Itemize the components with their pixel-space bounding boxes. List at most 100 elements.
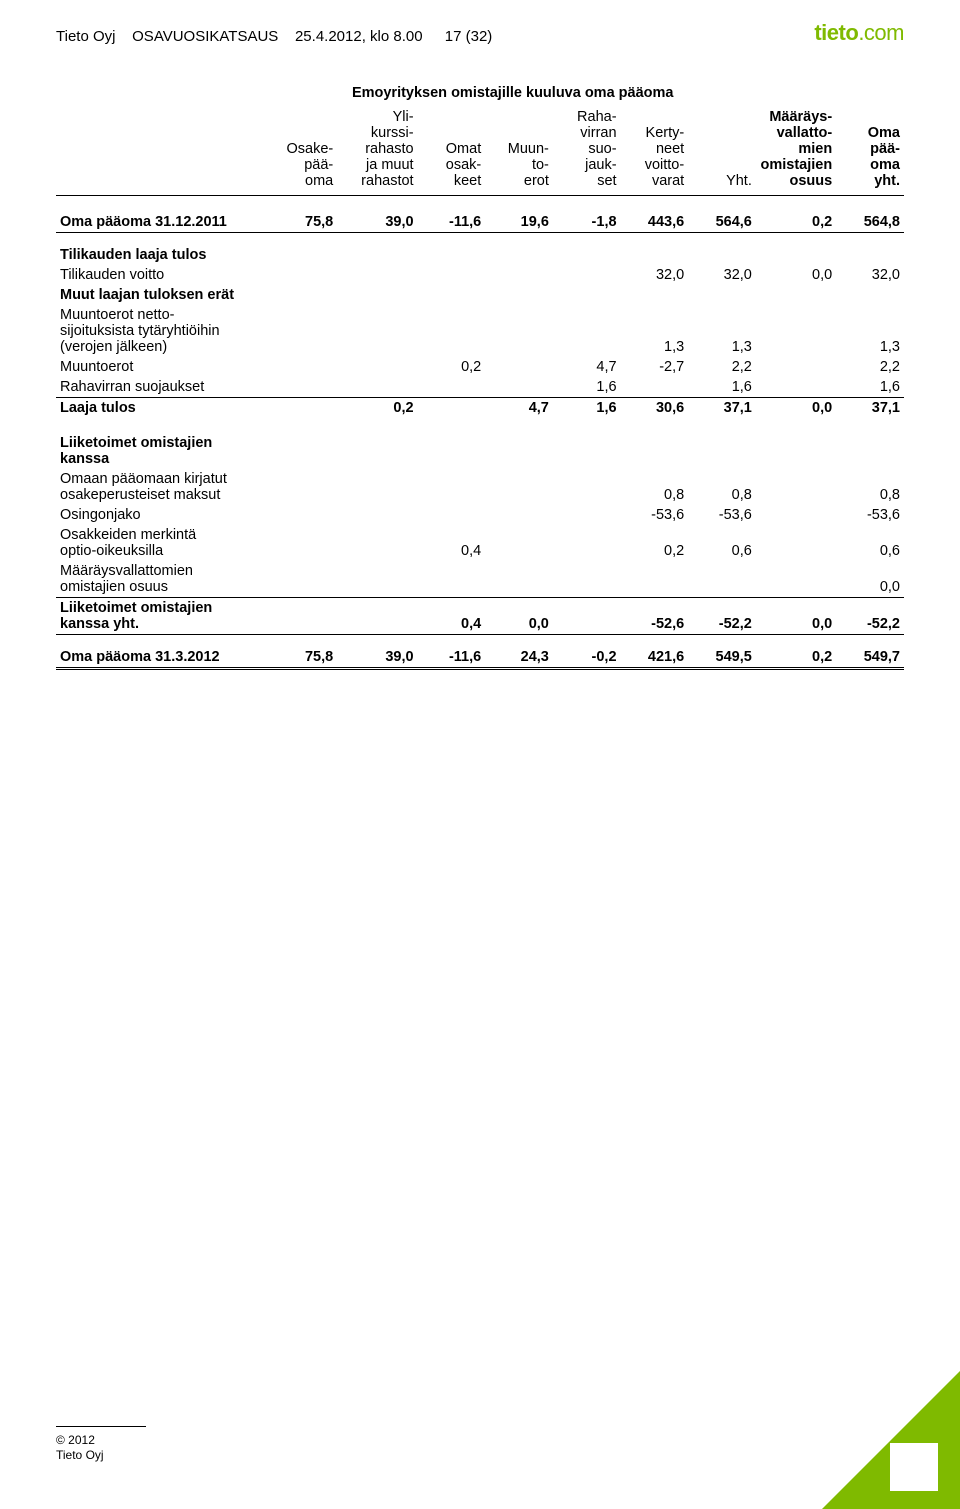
cell: 564,8 <box>836 212 904 233</box>
cell <box>418 398 486 419</box>
col-muunto: Muun-to-erot <box>485 107 553 195</box>
row-tilikauden-voitto: Tilikauden voitto 32,0 32,0 0,0 32,0 <box>56 265 904 285</box>
cell: 2,2 <box>688 357 756 377</box>
corner-square-icon <box>890 1443 938 1491</box>
cell: 24,3 <box>485 647 553 669</box>
row-omaan: Omaan pääomaan kirjatutosakeperusteiset … <box>56 469 904 505</box>
header-doc: OSAVUOSIKATSAUS <box>132 28 278 45</box>
cell: 39,0 <box>337 647 417 669</box>
page-footer: © 2012 Tieto Oyj <box>56 1426 146 1463</box>
cell: -52,2 <box>836 598 904 635</box>
cell-label: Omaan pääomaan kirjatutosakeperusteiset … <box>56 469 270 505</box>
cell: 0,2 <box>756 647 836 669</box>
footer-copyright: © 2012 <box>56 1433 146 1448</box>
cell-label: Muuntoerot <box>56 357 270 377</box>
cell: 0,6 <box>688 525 756 561</box>
cell: 4,7 <box>553 357 621 377</box>
cell: 0,0 <box>756 398 836 419</box>
equity-table-cont: Liiketoimet omistajienkanssa Omaan pääom… <box>56 417 904 670</box>
col-osake: Osake-pää-oma <box>270 107 338 195</box>
cell: -52,2 <box>688 598 756 635</box>
cell: -11,6 <box>418 647 486 669</box>
col-omat: Omatosak-keet <box>418 107 486 195</box>
brand-name: tieto <box>814 20 858 45</box>
col-kertyneet: Kerty-neetvoitto-varat <box>621 107 689 195</box>
equity-table: Emoyrityksen omistajille kuuluva oma pää… <box>56 83 904 418</box>
cell-label: Muuntoerot netto-sijoituksista tytäryhti… <box>56 305 270 357</box>
cell: 0,2 <box>337 398 417 419</box>
brand-logo: tieto.com <box>814 20 904 46</box>
cell: 549,7 <box>836 647 904 669</box>
cell <box>270 398 338 419</box>
cell: 37,1 <box>688 398 756 419</box>
cell-label: Osingonjako <box>56 505 270 525</box>
cell-label: Muut laajan tuloksen erät <box>56 285 270 305</box>
cell-label: Rahavirran suojaukset <box>56 377 270 398</box>
cell: 39,0 <box>337 212 417 233</box>
cell: 0,8 <box>621 469 689 505</box>
row-section1-title: Tilikauden laaja tulos <box>56 245 904 265</box>
cell: 32,0 <box>688 265 756 285</box>
cell: 37,1 <box>836 398 904 419</box>
row-osingonjako: Osingonjako -53,6 -53,6 -53,6 <box>56 505 904 525</box>
col-rahavirran: Raha-virransuo-jauk-set <box>553 107 621 195</box>
cell: 0,4 <box>418 525 486 561</box>
row-rahavirran: Rahavirran suojaukset 1,6 1,6 1,6 <box>56 377 904 398</box>
row-muuntoerot: Muuntoerot 0,2 4,7 -2,7 2,2 2,2 <box>56 357 904 377</box>
footer-company: Tieto Oyj <box>56 1448 146 1463</box>
cell: 0,4 <box>418 598 486 635</box>
cell: -0,2 <box>553 647 621 669</box>
cell: 0,0 <box>836 561 904 598</box>
cell: 32,0 <box>836 265 904 285</box>
cell-label: Laaja tulos <box>56 398 270 419</box>
cell-label: Liiketoimet omistajienkanssa yht. <box>56 598 270 635</box>
cell: 1,6 <box>688 377 756 398</box>
footer-rule <box>56 1426 146 1427</box>
corner-decoration <box>820 1369 960 1509</box>
row-laaja-tulos: Laaja tulos 0,2 4,7 1,6 30,6 37,1 0,0 37… <box>56 398 904 419</box>
cell: 0,6 <box>836 525 904 561</box>
row-muut-title: Muut laajan tuloksen erät <box>56 285 904 305</box>
cell: -53,6 <box>688 505 756 525</box>
header-datetime: 25.4.2012, klo 8.00 <box>295 28 423 45</box>
header-company: Tieto Oyj <box>56 28 115 45</box>
cell: 19,6 <box>485 212 553 233</box>
cell: 1,6 <box>836 377 904 398</box>
cell: 0,8 <box>688 469 756 505</box>
cell: -1,8 <box>553 212 621 233</box>
col-yht: Yht. <box>688 107 756 195</box>
cell: -11,6 <box>418 212 486 233</box>
brand-suffix: .com <box>858 20 904 45</box>
cell: -53,6 <box>836 505 904 525</box>
cell: 0,0 <box>756 265 836 285</box>
cell: 0,2 <box>621 525 689 561</box>
cell: 75,8 <box>270 647 338 669</box>
cell: 549,5 <box>688 647 756 669</box>
cell: 1,6 <box>553 377 621 398</box>
row-maaraysvall: Määräysvallattomienomistajien osuus 0,0 <box>56 561 904 598</box>
cell-label: Liiketoimet omistajienkanssa <box>56 433 270 469</box>
group-title: Emoyrityksen omistajille kuuluva oma pää… <box>270 83 756 107</box>
row-section2-title: Liiketoimet omistajienkanssa <box>56 433 904 469</box>
cell: -52,6 <box>621 598 689 635</box>
row-opening: Oma pääoma 31.12.2011 75,8 39,0 -11,6 19… <box>56 212 904 233</box>
cell: 1,3 <box>688 305 756 357</box>
cell: 75,8 <box>270 212 338 233</box>
cell: 1,3 <box>621 305 689 357</box>
row-closing: Oma pääoma 31.3.2012 75,8 39,0 -11,6 24,… <box>56 647 904 669</box>
cell: -2,7 <box>621 357 689 377</box>
cell: 2,2 <box>836 357 904 377</box>
cell-label: Oma pääoma 31.3.2012 <box>56 647 270 669</box>
col-ylikurssi: Yli-kurssi-rahastoja muutrahastot <box>337 107 417 195</box>
cell-label: Määräysvallattomienomistajien osuus <box>56 561 270 598</box>
cell: 1,6 <box>553 398 621 419</box>
cell: 0,0 <box>485 598 553 635</box>
doc-header: Tieto Oyj OSAVUOSIKATSAUS 25.4.2012, klo… <box>56 28 904 45</box>
row-osakkeiden: Osakkeiden merkintäoptio-oikeuksilla 0,4… <box>56 525 904 561</box>
col-maar: Määräys-vallatto-mienomistajienosuus <box>756 83 836 195</box>
cell: 0,2 <box>418 357 486 377</box>
cell-label: Oma pääoma 31.12.2011 <box>56 212 270 233</box>
cell-label: Tilikauden laaja tulos <box>56 245 270 265</box>
cell: 1,3 <box>836 305 904 357</box>
cell: -53,6 <box>621 505 689 525</box>
